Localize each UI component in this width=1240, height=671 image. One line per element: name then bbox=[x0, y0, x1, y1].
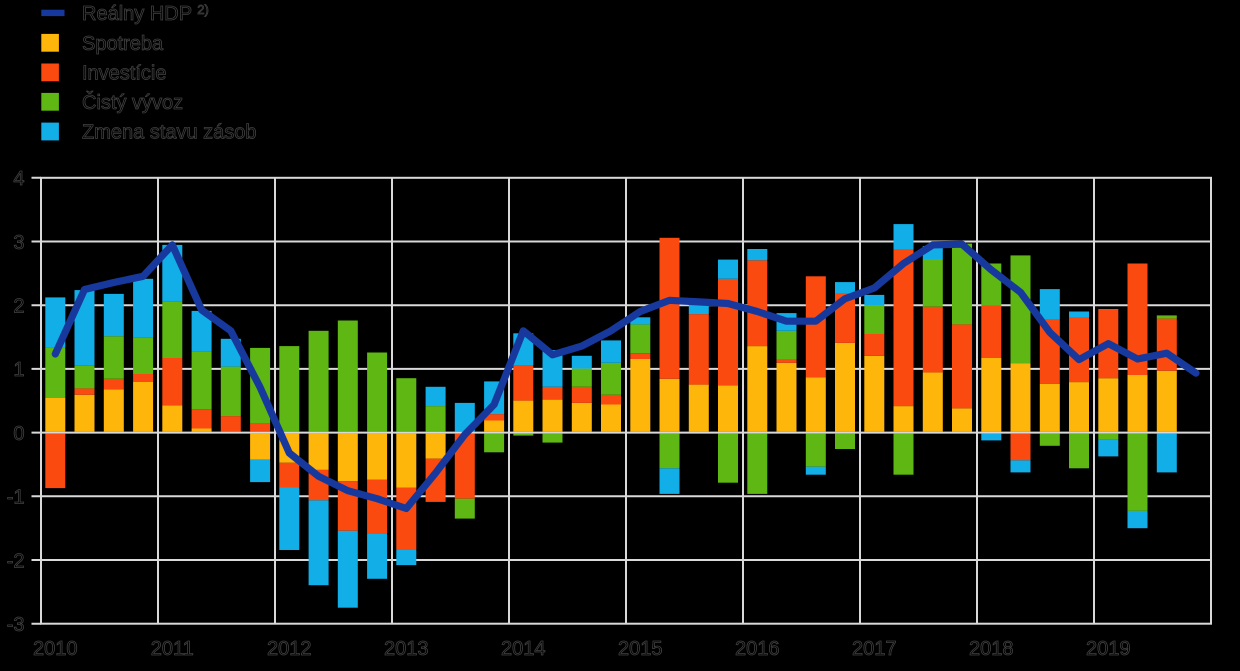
svg-text:3: 3 bbox=[13, 232, 24, 254]
svg-text:2011: 2011 bbox=[151, 638, 194, 660]
svg-text:2016: 2016 bbox=[735, 638, 780, 660]
svg-text:2012: 2012 bbox=[267, 638, 312, 660]
svg-text:Čistý vývoz: Čistý vývoz bbox=[82, 91, 183, 114]
svg-text:2019: 2019 bbox=[1086, 638, 1131, 660]
svg-text:2017: 2017 bbox=[852, 638, 897, 660]
svg-text:2014: 2014 bbox=[501, 638, 546, 660]
svg-text:2013: 2013 bbox=[384, 638, 429, 660]
svg-text:2: 2 bbox=[13, 296, 24, 318]
svg-text:Investície: Investície bbox=[82, 63, 166, 85]
svg-text:-2: -2 bbox=[7, 550, 25, 572]
svg-text:1: 1 bbox=[13, 359, 24, 381]
svg-text:-3: -3 bbox=[7, 614, 25, 636]
svg-text:2018: 2018 bbox=[969, 638, 1014, 660]
svg-text:Reálny HDP 2): Reálny HDP 2) bbox=[82, 2, 209, 25]
svg-text:2015: 2015 bbox=[618, 638, 663, 660]
svg-text:Spotreba: Spotreba bbox=[82, 33, 164, 55]
svg-text:2010: 2010 bbox=[33, 638, 78, 660]
svg-text:Zmena stavu zásob: Zmena stavu zásob bbox=[82, 122, 257, 144]
svg-text:0: 0 bbox=[13, 423, 24, 445]
svg-text:-1: -1 bbox=[7, 487, 25, 509]
svg-text:4: 4 bbox=[13, 168, 24, 190]
